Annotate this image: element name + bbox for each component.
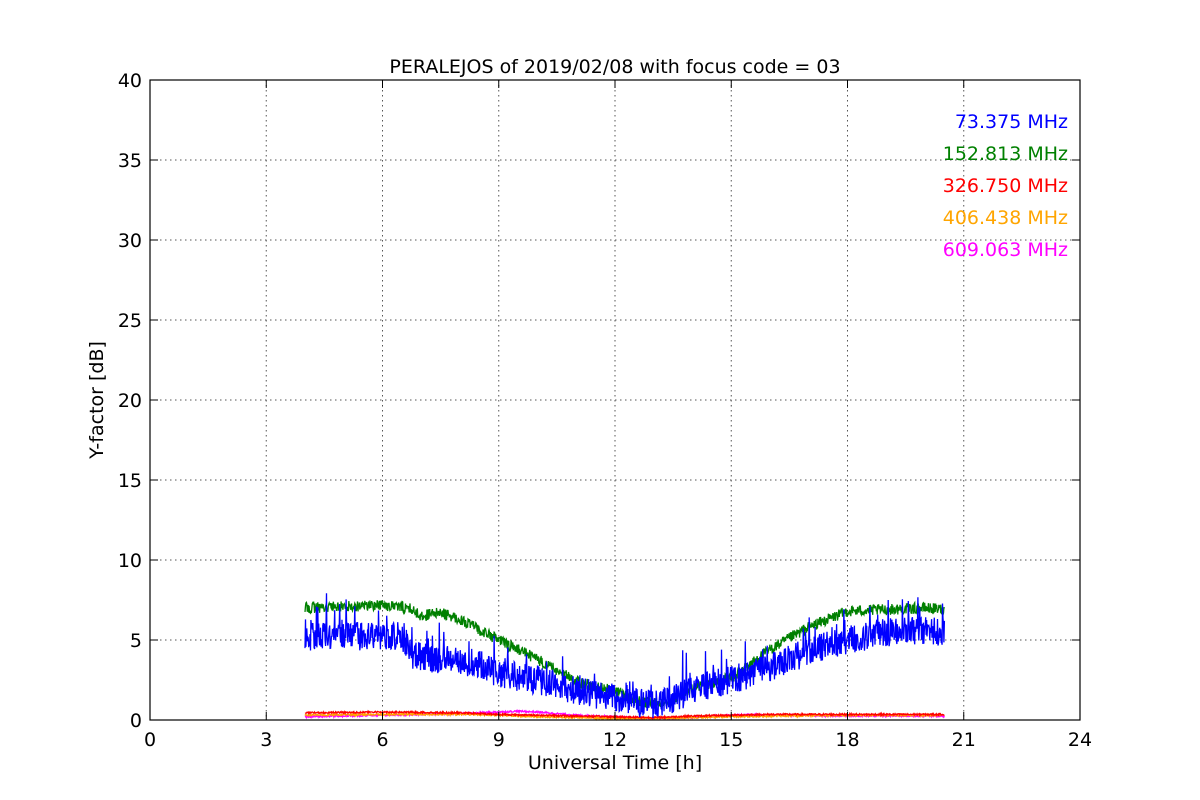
legend-entry: 73.375 MHz bbox=[955, 111, 1068, 133]
x-tick-label: 9 bbox=[493, 729, 505, 751]
x-tick-label: 6 bbox=[376, 729, 388, 751]
x-axis-label: Universal Time [h] bbox=[528, 752, 702, 774]
series-lines bbox=[304, 593, 946, 722]
legend-entry: 609.063 MHz bbox=[943, 239, 1068, 261]
y-tick-label: 10 bbox=[118, 550, 142, 572]
y-tick-label: 25 bbox=[118, 310, 142, 332]
legend: 73.375 MHz 152.813 MHz 326.750 MHz 406.438 … bbox=[943, 111, 1068, 261]
y-axis-label: Y-factor [dB] bbox=[86, 341, 108, 460]
x-tick-label: 3 bbox=[260, 729, 272, 751]
x-tick-label: 0 bbox=[144, 729, 156, 751]
x-tick-label: 24 bbox=[1068, 729, 1092, 751]
y-tick-label: 0 bbox=[130, 710, 142, 732]
x-tick-label: 12 bbox=[603, 729, 627, 751]
y-tick-label: 40 bbox=[118, 70, 142, 92]
series-line bbox=[304, 709, 945, 721]
y-tick-label: 30 bbox=[118, 230, 142, 252]
grid bbox=[150, 80, 1080, 720]
x-tick-label: 18 bbox=[835, 729, 859, 751]
x-tick-label: 21 bbox=[952, 729, 976, 751]
legend-entry: 326.750 MHz bbox=[943, 175, 1068, 197]
y-tick-label: 15 bbox=[118, 470, 142, 492]
legend-entry: 152.813 MHz bbox=[943, 143, 1068, 165]
axis-ticks: 0 3 6 9 12 15 18 21 24 0 5 10 15 20 25 30 35 40 bbox=[118, 70, 1092, 751]
x-tick-label: 15 bbox=[719, 729, 743, 751]
y-tick-label: 5 bbox=[130, 630, 142, 652]
series-line bbox=[304, 593, 946, 719]
chart-title: PERALEJOS of 2019/02/08 with focus code … bbox=[389, 56, 840, 78]
legend-entry: 406.438 MHz bbox=[943, 207, 1068, 229]
y-tick-label: 20 bbox=[118, 390, 142, 412]
y-tick-label: 35 bbox=[118, 150, 142, 172]
